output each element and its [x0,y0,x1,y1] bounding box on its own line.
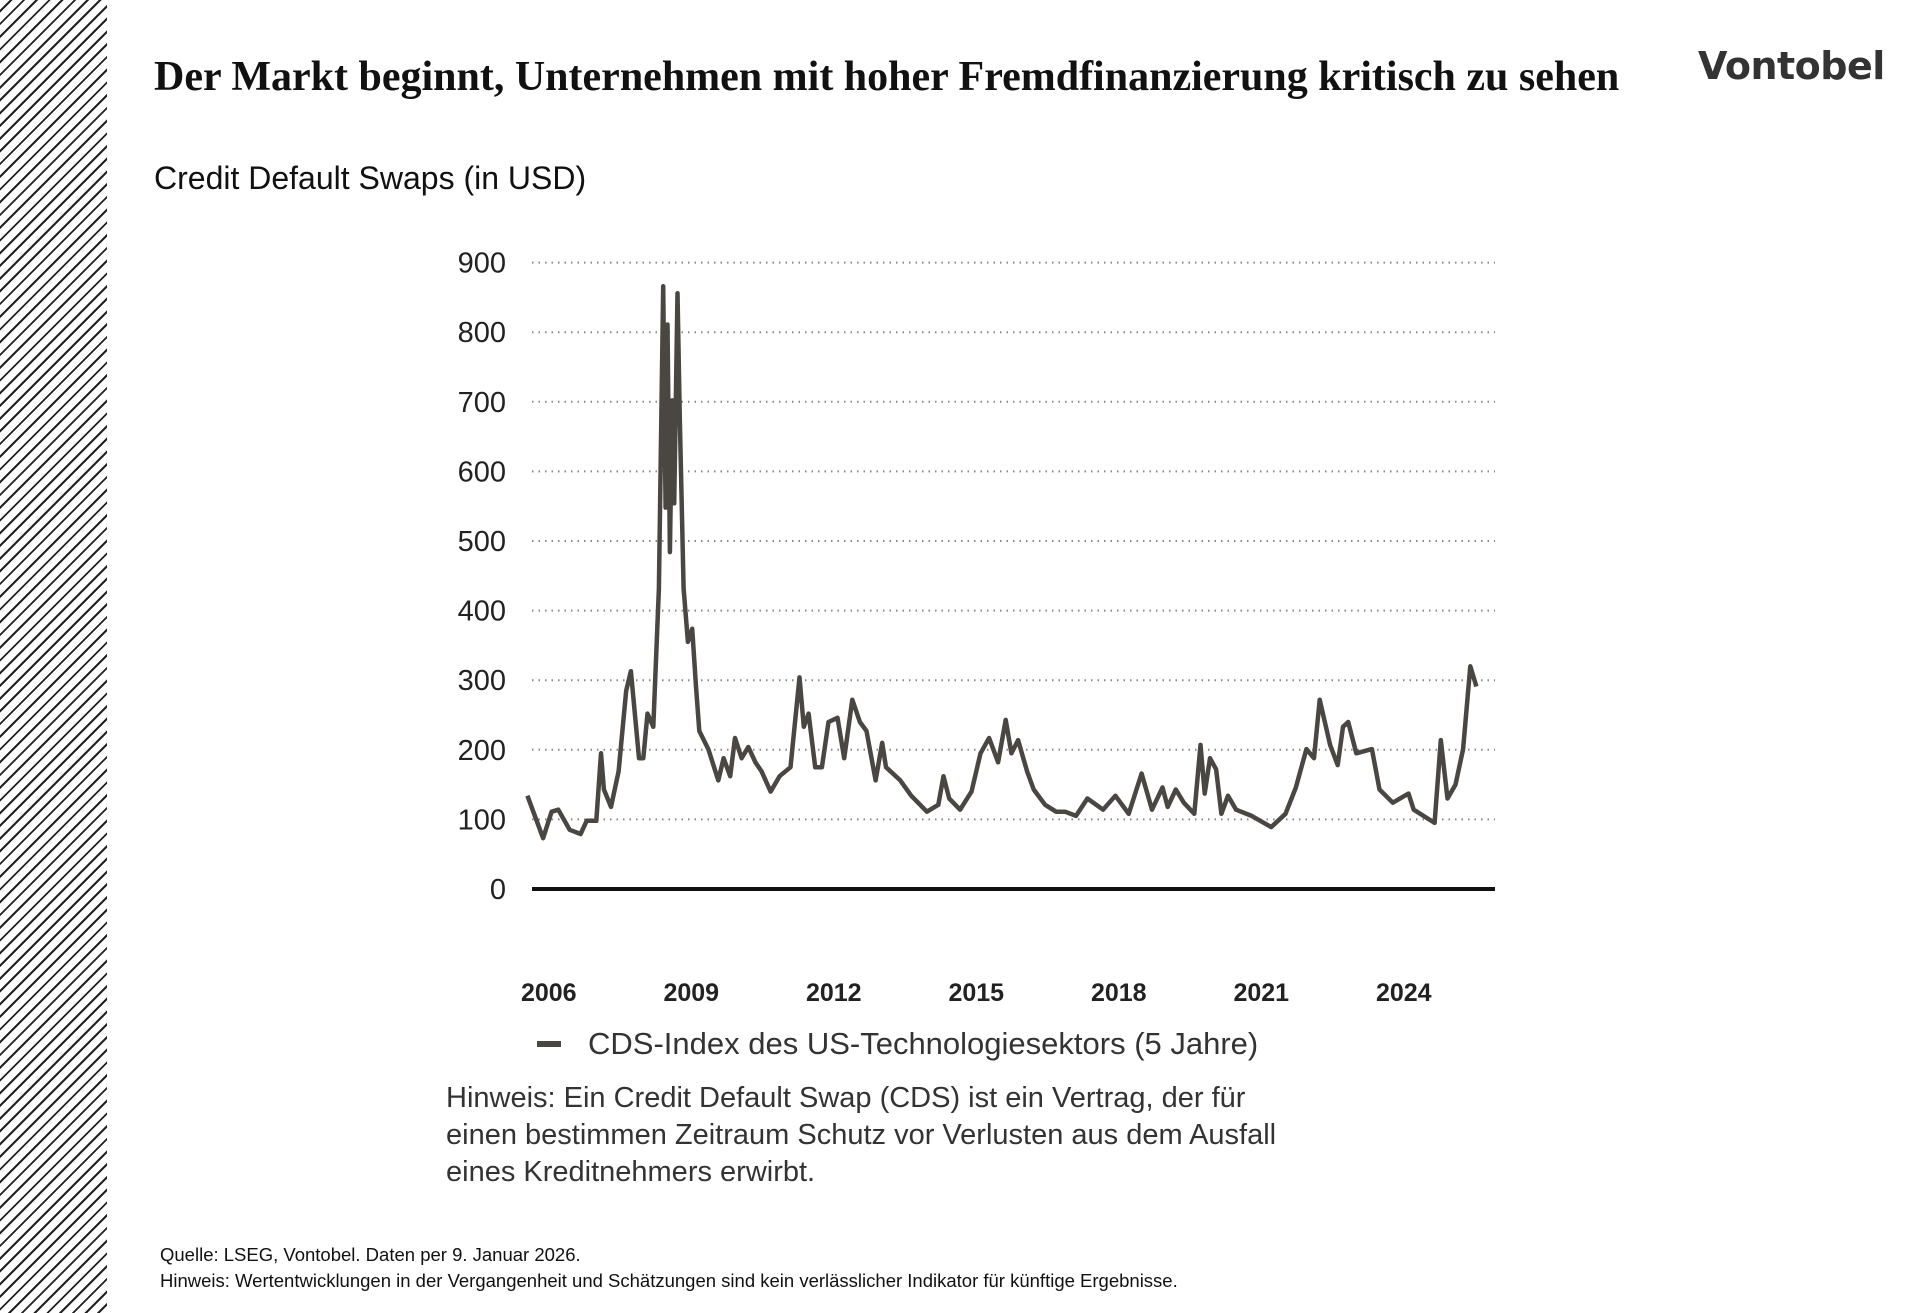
y-tick-label: 500 [458,526,506,558]
note-line: eines Kreditnehmers erwirbt. [446,1156,816,1188]
decorative-hatch-strip [0,0,107,1313]
series-line-cds-index [525,284,1479,841]
y-tick-label: 400 [458,596,506,628]
x-axis-ticks: 2006 2009 2012 2015 2018 2021 2024 [521,979,1432,1007]
note-line: einen bestimmen Zeitraum Schutz vor Verl… [446,1119,1277,1151]
x-tick-label: 2024 [1376,979,1432,1007]
vontobel-logo: Vontobel [1698,44,1885,88]
disclaimer-text: Hinweis: Wertentwicklungen in der Vergan… [160,1270,1178,1291]
footer: Quelle: LSEG, Vontobel. Daten per 9. Jan… [160,1242,1178,1294]
y-tick-label: 100 [458,804,506,836]
y-tick-label: 800 [458,317,506,349]
source-text: Quelle: LSEG, Vontobel. Daten per 9. Jan… [160,1244,581,1265]
note-line: Hinweis: Ein Credit Default Swap (CDS) i… [446,1082,1246,1114]
x-tick-label: 2012 [806,979,862,1007]
x-tick-label: 2015 [948,979,1004,1007]
y-tick-label: 300 [458,665,506,697]
y-tick-label: 200 [458,735,506,767]
x-tick-label: 2018 [1091,979,1147,1007]
page-title: Der Markt beginnt, Unternehmen mit hoher… [154,54,1620,100]
series-group [525,284,1479,841]
legend: CDS-Index des US-Technologiesektors (5 J… [537,1026,1258,1062]
cds-explanation-note: Hinweis: Ein Credit Default Swap (CDS) i… [446,1080,1446,1191]
legend-label: CDS-Index des US-Technologiesektors (5 J… [588,1026,1259,1061]
y-axis-ticks: 0 100 200 300 400 500 600 700 800 900 [458,248,506,906]
x-tick-label: 2009 [663,979,719,1007]
legend-line-marker-icon [537,1041,561,1047]
x-tick-label: 2006 [521,979,577,1007]
y-tick-label: 900 [458,248,506,280]
chart-subtitle: Credit Default Swaps (in USD) [154,160,587,196]
x-tick-label: 2021 [1233,979,1289,1007]
y-tick-label: 600 [458,456,506,488]
y-tick-label: 700 [458,387,506,419]
y-tick-label: 0 [490,874,506,906]
